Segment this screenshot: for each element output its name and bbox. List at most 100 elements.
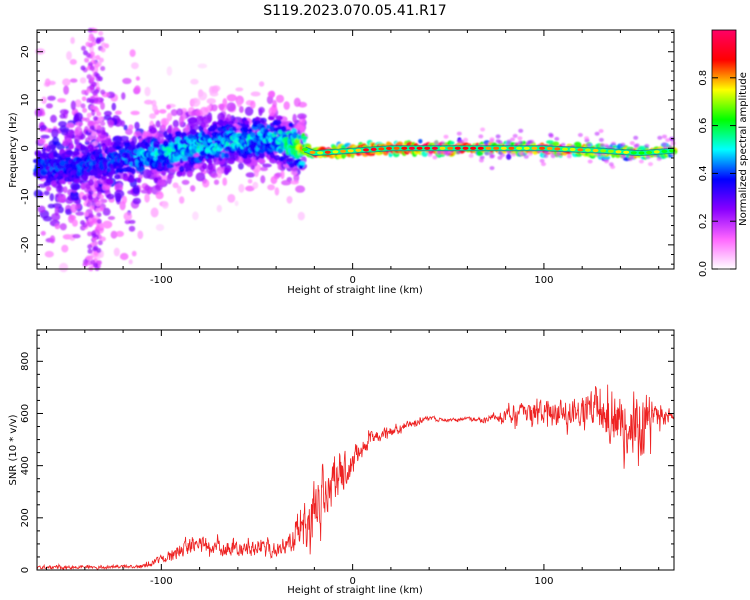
energy-blob: [97, 260, 102, 266]
energy-blob: [41, 96, 47, 104]
energy-blob: [59, 179, 66, 185]
energy-blob: [290, 180, 299, 185]
y-tick-label: 800: [20, 352, 31, 371]
snr-y-ticks: 0 200 400 600 800: [20, 334, 674, 573]
energy-blob: [44, 250, 54, 258]
snr-series-line: [36, 384, 675, 571]
energy-blob: [74, 126, 83, 136]
energy-blob: [598, 129, 604, 133]
energy-blob: [47, 95, 56, 101]
energy-blob: [286, 196, 293, 204]
energy-blob: [584, 136, 590, 141]
energy-blob: [92, 218, 98, 224]
energy-blob: [123, 124, 128, 131]
energy-blob: [539, 158, 545, 163]
energy-blob: [80, 144, 86, 151]
energy-blob: [122, 77, 132, 85]
energy-blob: [222, 177, 228, 186]
energy-blob: [59, 113, 66, 119]
energy-blob: [95, 201, 101, 207]
energy-blob: [68, 144, 75, 150]
energy-blob: [101, 42, 106, 48]
energy-blob: [96, 212, 102, 218]
energy-blob: [121, 195, 128, 205]
energy-blob: [121, 92, 126, 100]
energy-blob: [608, 162, 614, 167]
energy-blob: [103, 110, 112, 117]
energy-blob: [554, 136, 560, 141]
energy-blob: [661, 142, 667, 147]
energy-blob: [86, 255, 92, 261]
x-tick-label: -100: [150, 576, 173, 587]
energy-blob: [124, 219, 131, 225]
energy-blob: [656, 156, 662, 161]
energy-blob: [252, 181, 259, 189]
energy-blob: [611, 141, 616, 146]
energy-blob: [93, 182, 99, 188]
energy-blob: [136, 177, 142, 183]
energy-blob: [202, 162, 208, 170]
energy-blob: [82, 262, 88, 267]
energy-blob: [187, 117, 197, 124]
energy-blob: [227, 159, 235, 165]
energy-blob: [476, 150, 484, 157]
y-tick-label: 0: [20, 567, 31, 573]
energy-blob: [202, 114, 213, 124]
energy-blob: [89, 104, 95, 110]
ridge-segment: [431, 146, 438, 150]
energy-blob: [160, 117, 170, 127]
energy-blob: [94, 107, 100, 113]
y-tick-label: 400: [20, 456, 31, 475]
ridge-segment: [386, 146, 392, 150]
energy-blob: [235, 87, 244, 92]
energy-blob: [96, 37, 101, 43]
energy-blob: [210, 172, 218, 179]
energy-blob: [244, 106, 254, 116]
energy-blob: [436, 150, 442, 155]
energy-blob: [427, 152, 433, 157]
energy-blob: [170, 109, 178, 117]
energy-blob: [144, 86, 151, 97]
ridge-segment: [393, 146, 400, 150]
energy-blob: [107, 216, 116, 220]
energy-blob: [468, 153, 474, 158]
energy-blob: [633, 135, 639, 140]
energy-blob: [517, 136, 523, 141]
spectrogram-marks: [33, 27, 678, 273]
snr-marks: [36, 384, 675, 571]
energy-blob: [523, 154, 529, 159]
energy-blob: [43, 190, 50, 196]
energy-blob: [84, 117, 90, 123]
energy-blob: [566, 154, 572, 159]
energy-blob: [281, 180, 292, 186]
energy-blob: [130, 110, 140, 116]
energy-blob: [258, 81, 265, 87]
snr-frame: [36, 329, 675, 571]
energy-blob: [75, 121, 84, 127]
energy-blob: [478, 158, 484, 163]
energy-blob: [238, 183, 245, 193]
energy-blob: [53, 141, 61, 146]
energy-blob: [63, 186, 68, 194]
energy-blob: [256, 120, 261, 125]
energy-blob: [514, 142, 520, 147]
energy-blob: [115, 230, 125, 237]
energy-blob: [260, 166, 268, 172]
energy-blob: [506, 153, 512, 160]
energy-blob: [211, 85, 221, 92]
energy-blob: [206, 105, 212, 110]
energy-blob: [57, 98, 67, 103]
ridge-segment: [615, 150, 622, 154]
energy-blob: [81, 89, 87, 95]
energy-blob: [155, 191, 164, 200]
energy-blob: [277, 148, 283, 154]
energy-blob: [144, 99, 153, 105]
energy-blob: [489, 166, 495, 171]
energy-blob: [93, 116, 99, 121]
energy-blob: [292, 113, 297, 124]
energy-blob: [560, 142, 566, 147]
energy-blob: [169, 168, 177, 173]
energy-blob: [89, 125, 95, 131]
energy-blob: [102, 207, 111, 216]
energy-blob: [97, 148, 103, 155]
